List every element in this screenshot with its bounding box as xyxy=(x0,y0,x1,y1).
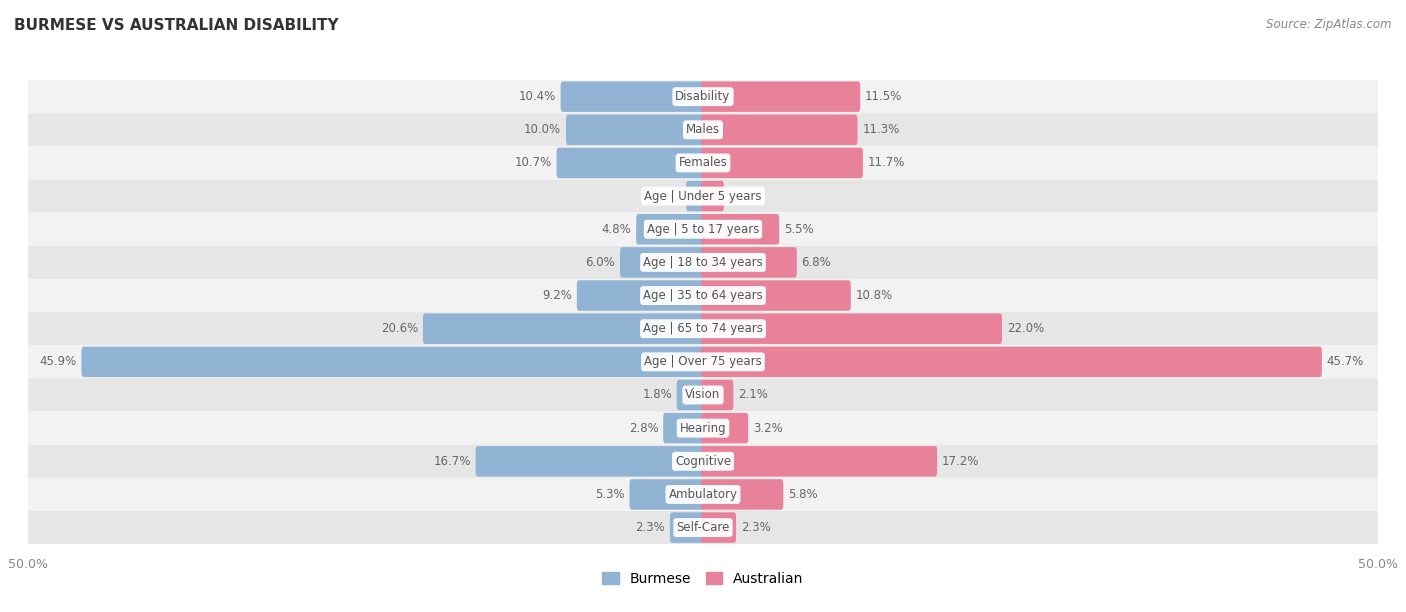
Text: 17.2%: 17.2% xyxy=(942,455,980,468)
FancyBboxPatch shape xyxy=(576,280,704,311)
FancyBboxPatch shape xyxy=(702,181,724,211)
FancyBboxPatch shape xyxy=(702,346,1322,377)
Text: 10.7%: 10.7% xyxy=(515,157,551,170)
FancyBboxPatch shape xyxy=(28,411,1378,445)
Text: 10.4%: 10.4% xyxy=(519,90,555,103)
Text: 45.9%: 45.9% xyxy=(39,356,77,368)
Text: 5.5%: 5.5% xyxy=(785,223,814,236)
Text: 10.0%: 10.0% xyxy=(524,123,561,136)
FancyBboxPatch shape xyxy=(676,379,704,410)
Text: 11.3%: 11.3% xyxy=(862,123,900,136)
Text: 45.7%: 45.7% xyxy=(1327,356,1364,368)
Text: 6.8%: 6.8% xyxy=(801,256,831,269)
Text: Age | Under 5 years: Age | Under 5 years xyxy=(644,190,762,203)
FancyBboxPatch shape xyxy=(702,413,748,443)
Text: Cognitive: Cognitive xyxy=(675,455,731,468)
Text: 4.8%: 4.8% xyxy=(602,223,631,236)
Text: Females: Females xyxy=(679,157,727,170)
Text: 2.8%: 2.8% xyxy=(628,422,658,435)
Text: 2.3%: 2.3% xyxy=(741,521,770,534)
Text: 1.1%: 1.1% xyxy=(651,190,682,203)
FancyBboxPatch shape xyxy=(28,80,1378,113)
Text: Age | Over 75 years: Age | Over 75 years xyxy=(644,356,762,368)
Text: Age | 18 to 34 years: Age | 18 to 34 years xyxy=(643,256,763,269)
Text: Age | 65 to 74 years: Age | 65 to 74 years xyxy=(643,322,763,335)
FancyBboxPatch shape xyxy=(702,446,938,477)
Text: 20.6%: 20.6% xyxy=(381,322,418,335)
FancyBboxPatch shape xyxy=(28,345,1378,378)
FancyBboxPatch shape xyxy=(28,445,1378,478)
Text: BURMESE VS AUSTRALIAN DISABILITY: BURMESE VS AUSTRALIAN DISABILITY xyxy=(14,18,339,34)
Text: 6.0%: 6.0% xyxy=(585,256,616,269)
FancyBboxPatch shape xyxy=(702,313,1002,344)
Text: 2.3%: 2.3% xyxy=(636,521,665,534)
FancyBboxPatch shape xyxy=(702,379,734,410)
Text: Self-Care: Self-Care xyxy=(676,521,730,534)
FancyBboxPatch shape xyxy=(702,114,858,145)
Text: 5.3%: 5.3% xyxy=(595,488,624,501)
FancyBboxPatch shape xyxy=(561,81,704,112)
FancyBboxPatch shape xyxy=(557,147,704,178)
FancyBboxPatch shape xyxy=(28,246,1378,279)
Text: Age | 5 to 17 years: Age | 5 to 17 years xyxy=(647,223,759,236)
FancyBboxPatch shape xyxy=(28,279,1378,312)
FancyBboxPatch shape xyxy=(475,446,704,477)
Legend: Burmese, Australian: Burmese, Australian xyxy=(596,567,810,592)
FancyBboxPatch shape xyxy=(28,146,1378,179)
Text: Males: Males xyxy=(686,123,720,136)
Text: 1.4%: 1.4% xyxy=(728,190,758,203)
FancyBboxPatch shape xyxy=(664,413,704,443)
FancyBboxPatch shape xyxy=(567,114,704,145)
FancyBboxPatch shape xyxy=(702,280,851,311)
Text: Hearing: Hearing xyxy=(679,422,727,435)
FancyBboxPatch shape xyxy=(620,247,704,278)
FancyBboxPatch shape xyxy=(636,214,704,245)
FancyBboxPatch shape xyxy=(669,512,704,543)
FancyBboxPatch shape xyxy=(82,346,704,377)
FancyBboxPatch shape xyxy=(702,81,860,112)
Text: 1.8%: 1.8% xyxy=(643,389,672,401)
Text: 9.2%: 9.2% xyxy=(543,289,572,302)
Text: 3.2%: 3.2% xyxy=(754,422,783,435)
Text: Ambulatory: Ambulatory xyxy=(668,488,738,501)
FancyBboxPatch shape xyxy=(28,212,1378,246)
Text: Disability: Disability xyxy=(675,90,731,103)
Text: 11.7%: 11.7% xyxy=(868,157,905,170)
FancyBboxPatch shape xyxy=(28,113,1378,146)
FancyBboxPatch shape xyxy=(28,179,1378,212)
Text: Source: ZipAtlas.com: Source: ZipAtlas.com xyxy=(1267,18,1392,31)
Text: 2.1%: 2.1% xyxy=(738,389,768,401)
Text: 22.0%: 22.0% xyxy=(1007,322,1043,335)
FancyBboxPatch shape xyxy=(702,214,779,245)
FancyBboxPatch shape xyxy=(28,511,1378,544)
Text: 11.5%: 11.5% xyxy=(865,90,903,103)
Text: Age | 35 to 64 years: Age | 35 to 64 years xyxy=(643,289,763,302)
Text: 10.8%: 10.8% xyxy=(855,289,893,302)
FancyBboxPatch shape xyxy=(423,313,704,344)
Text: 16.7%: 16.7% xyxy=(433,455,471,468)
FancyBboxPatch shape xyxy=(702,512,737,543)
FancyBboxPatch shape xyxy=(28,312,1378,345)
FancyBboxPatch shape xyxy=(28,378,1378,411)
FancyBboxPatch shape xyxy=(28,478,1378,511)
FancyBboxPatch shape xyxy=(702,479,783,510)
Text: 5.8%: 5.8% xyxy=(787,488,818,501)
FancyBboxPatch shape xyxy=(702,247,797,278)
FancyBboxPatch shape xyxy=(702,147,863,178)
Text: Vision: Vision xyxy=(685,389,721,401)
FancyBboxPatch shape xyxy=(686,181,704,211)
FancyBboxPatch shape xyxy=(630,479,704,510)
